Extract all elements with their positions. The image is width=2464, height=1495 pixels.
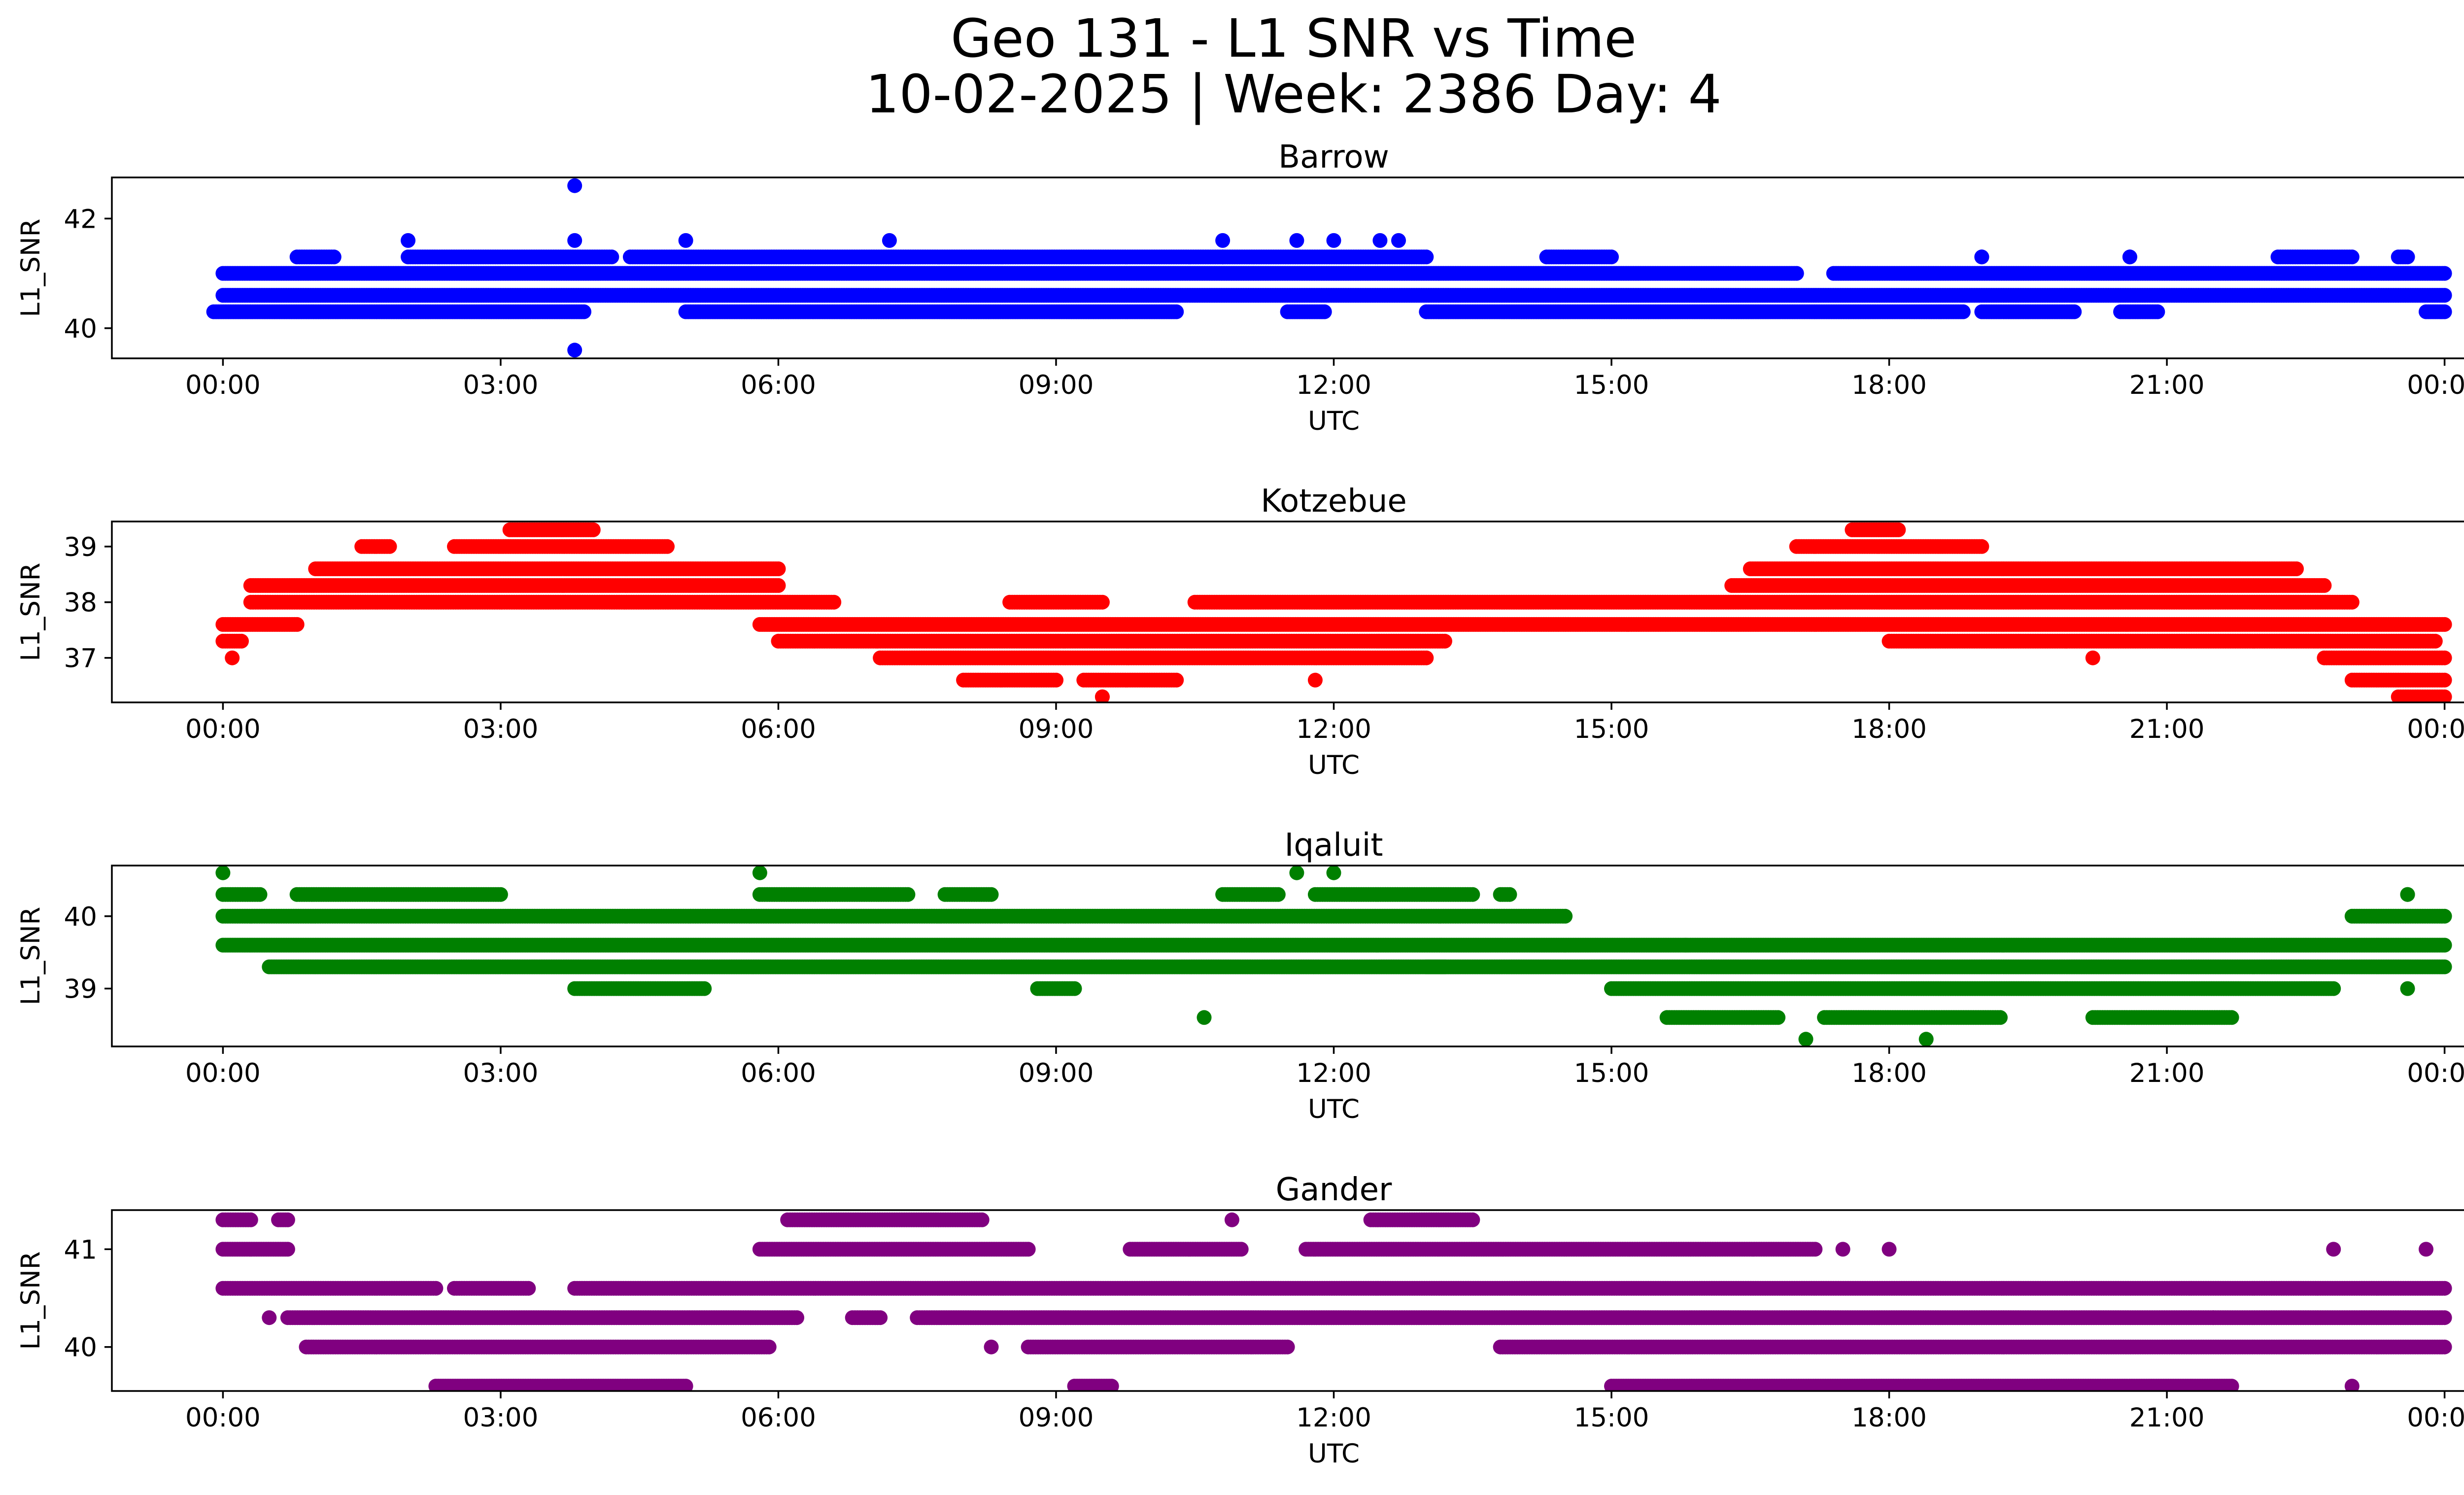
data-point [2122,249,2137,265]
data-point [2150,304,2165,319]
data-point [2344,249,2360,265]
x-tick-label: 06:00 [741,370,816,400]
data-point [678,233,693,248]
data-point [604,249,619,265]
data-point [2067,304,2082,319]
data-point [326,249,342,265]
data-point [1419,249,1434,265]
data-point [1326,233,1341,248]
x-tick-label: 21:00 [2129,370,2205,400]
panel-title: Barrow [1278,139,1389,175]
data-point [2437,304,2452,319]
data-point [401,233,416,248]
data-point [1391,233,1406,248]
x-tick-label: 15:00 [1574,370,1649,400]
data-point [1095,594,1110,610]
chart-subtitle: 10-02-2025 | Week: 2386 Day: 4 [865,64,1721,125]
data-point [567,343,582,358]
data-point [826,594,842,610]
data-point [1789,266,1804,281]
data-point [577,304,591,319]
data-point [771,561,786,576]
chart-panels: Barrow 00:00 03:00 06:00 09:00 12:00 15:00 18:0… [16,139,2464,1469]
data-point [1317,304,1332,319]
data-point [2289,561,2304,576]
panel-barrow: Barrow 00:00 03:00 06:00 09:00 12:00 15:00 18:0… [16,139,2464,436]
data-point [567,178,582,193]
x-tick-label: 09:00 [1019,370,1094,400]
panel-title: Kotzebue [1261,483,1407,520]
data-point [1604,249,1619,265]
x-tick-label: 00:00 [2407,370,2464,400]
data-point [1955,304,1971,319]
x-tick-label: 03:00 [463,370,539,400]
data-point [1215,233,1231,248]
scatter-series [215,522,2452,702]
data-point [1372,233,1388,248]
data-point [2400,249,2415,265]
y-axis-label: L1_SNR [16,219,46,317]
data-point [771,578,786,593]
data-point [2317,578,2332,593]
x-axis-label: UTC [1308,406,1360,436]
scatter-series [206,178,2452,358]
x-tick-label: 00:00 [185,370,261,400]
data-point [1169,304,1184,319]
y-tick-label: 40 [64,314,97,344]
data-point [882,233,897,248]
data-point [2437,266,2452,281]
data-point [2437,288,2452,303]
data-point [2344,594,2360,610]
data-point [289,617,305,632]
x-tick-label: 18:00 [1851,370,1927,400]
data-point [1974,249,1989,265]
data-point [567,233,582,248]
y-tick-label: 42 [64,204,97,234]
chart-title: Geo 131 - L1 SNR vs Time [951,8,1637,70]
data-point [1289,233,1304,248]
x-tick-label: 12:00 [1296,370,1371,400]
